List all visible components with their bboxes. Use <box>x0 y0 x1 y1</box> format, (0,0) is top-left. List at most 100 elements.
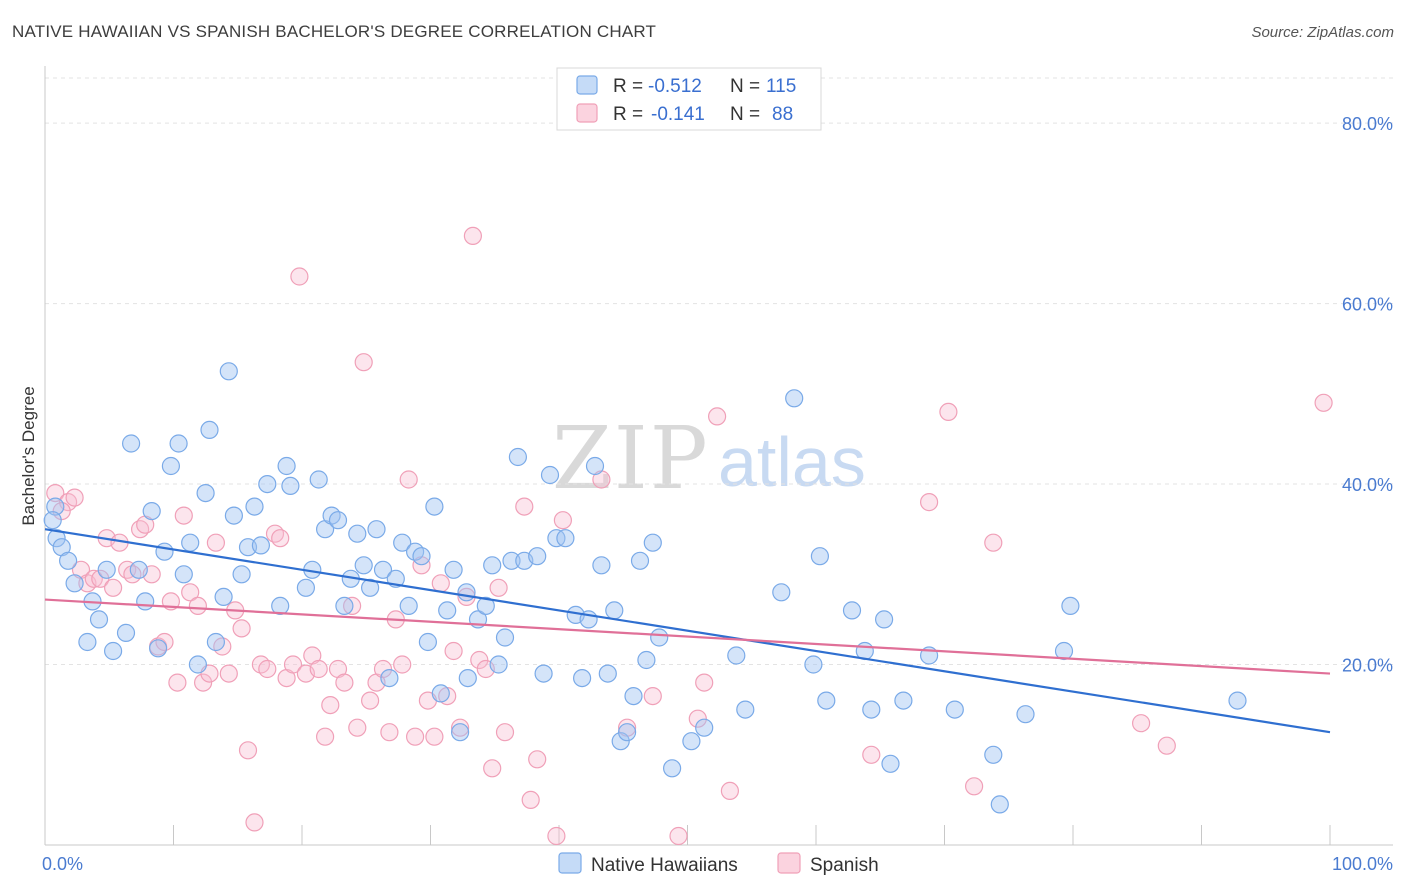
y-axis-title: Bachelor's Degree <box>19 386 38 525</box>
point-spanish-78 <box>643 686 662 706</box>
point-native-hawaiians-72 <box>528 547 547 566</box>
legend-r-label-2: R = <box>613 104 643 125</box>
point-spanish-90 <box>1157 736 1176 755</box>
point-native-hawaiians-93 <box>695 718 714 737</box>
series-legend: Native Hawaiians Spanish <box>558 852 879 876</box>
point-spanish-59 <box>425 727 444 746</box>
point-native-hawaiians-76 <box>556 529 575 548</box>
point-native-hawaiians-58 <box>431 684 450 703</box>
correlation-legend: R = -0.512 N = 115 R = -0.141 N = 88 <box>556 67 822 131</box>
point-spanish-54 <box>393 655 412 674</box>
point-native-hawaiians-62 <box>457 583 476 602</box>
point-spanish-35 <box>271 529 290 548</box>
point-spanish-69 <box>489 578 508 597</box>
point-spanish-45 <box>335 673 354 692</box>
point-spanish-49 <box>361 691 380 710</box>
point-native-hawaiians-96 <box>772 583 791 602</box>
point-native-hawaiians-84 <box>611 732 630 751</box>
point-spanish-27 <box>219 664 238 683</box>
point-native-hawaiians-14 <box>136 592 155 611</box>
point-native-hawaiians-113 <box>1061 596 1080 616</box>
point-native-hawaiians-28 <box>224 506 243 525</box>
series-spanish <box>46 226 1333 846</box>
point-spanish-37 <box>283 655 303 674</box>
point-native-hawaiians-48 <box>367 520 386 539</box>
point-native-hawaiians-68 <box>495 628 515 647</box>
point-native-hawaiians-61 <box>451 723 470 742</box>
legend-swatch-spanish <box>576 103 598 123</box>
point-native-hawaiians-17 <box>155 542 174 561</box>
point-spanish-91 <box>1314 393 1333 412</box>
point-spanish-21 <box>181 583 200 602</box>
point-spanish-22 <box>188 596 207 616</box>
point-native-hawaiians-22 <box>188 655 207 674</box>
legend-n-label-1: N = <box>730 76 760 97</box>
point-native-hawaiians-9 <box>97 560 116 579</box>
point-spanish-55 <box>399 470 418 489</box>
series-native-hawaiians <box>43 362 1247 814</box>
point-native-hawaiians-73 <box>534 664 553 683</box>
point-spanish-42 <box>316 727 335 746</box>
point-native-hawaiians-85 <box>617 723 637 742</box>
legend-r-label-1: R = <box>613 76 643 97</box>
point-native-hawaiians-56 <box>418 632 437 652</box>
point-native-hawaiians-55 <box>412 547 431 566</box>
y-tick-label-3: 80.0% <box>1342 114 1393 134</box>
point-native-hawaiians-36 <box>281 476 300 495</box>
point-spanish-30 <box>238 741 258 760</box>
point-native-hawaiians-100 <box>817 691 836 710</box>
trend-line-spanish <box>44 598 1331 675</box>
point-spanish-25 <box>206 533 225 552</box>
bottom-legend-swatch-native-hawaiians <box>558 852 582 874</box>
point-native-hawaiians-105 <box>881 754 900 773</box>
point-native-hawaiians-112 <box>1054 641 1074 661</box>
point-spanish-89 <box>1131 714 1151 733</box>
point-spanish-80 <box>688 709 707 728</box>
point-native-hawaiians-42 <box>328 511 348 530</box>
point-native-hawaiians-13 <box>129 560 148 579</box>
point-native-hawaiians-47 <box>361 578 380 597</box>
point-spanish-9 <box>103 578 123 597</box>
point-native-hawaiians-67 <box>489 655 508 674</box>
point-native-hawaiians-45 <box>348 524 367 543</box>
point-native-hawaiians-49 <box>373 560 393 579</box>
point-native-hawaiians-106 <box>894 691 913 710</box>
point-native-hawaiians-0 <box>46 497 65 516</box>
point-native-hawaiians-81 <box>592 556 611 575</box>
point-spanish-65 <box>463 226 482 245</box>
point-spanish-86 <box>939 402 958 421</box>
tick-labels: 20.0% 40.0% 60.0% 80.0% 0.0% 100.0% <box>42 114 1393 874</box>
point-native-hawaiians-97 <box>785 389 804 408</box>
point-spanish-81 <box>695 673 714 692</box>
point-spanish-20 <box>174 506 193 525</box>
point-native-hawaiians-12 <box>122 434 141 453</box>
point-native-hawaiians-60 <box>444 560 463 579</box>
point-spanish-60 <box>431 574 450 593</box>
point-native-hawaiians-91 <box>662 759 682 778</box>
point-native-hawaiians-15 <box>142 502 161 521</box>
point-spanish-88 <box>984 533 1003 552</box>
point-spanish-85 <box>919 493 939 512</box>
point-native-hawaiians-41 <box>322 506 341 525</box>
point-spanish-47 <box>348 718 367 737</box>
point-native-hawaiians-109 <box>984 745 1003 764</box>
point-spanish-0 <box>46 484 65 503</box>
point-native-hawaiians-65 <box>476 596 495 616</box>
point-native-hawaiians-83 <box>605 601 624 620</box>
point-native-hawaiians-2 <box>47 529 66 548</box>
point-spanish-41 <box>309 659 328 679</box>
point-spanish-70 <box>495 723 515 742</box>
point-native-hawaiians-33 <box>258 475 277 494</box>
watermark-atlas: atlas <box>718 423 866 501</box>
point-native-hawaiians-24 <box>200 420 219 439</box>
bottom-legend-label-spanish: Spanish <box>810 855 879 876</box>
point-spanish-73 <box>528 750 547 769</box>
point-native-hawaiians-20 <box>174 565 193 584</box>
point-spanish-71 <box>515 497 534 516</box>
point-spanish-56 <box>406 727 425 746</box>
point-native-hawaiians-29 <box>232 565 251 584</box>
point-native-hawaiians-99 <box>810 547 830 566</box>
point-native-hawaiians-16 <box>149 639 168 658</box>
point-native-hawaiians-10 <box>103 641 123 661</box>
